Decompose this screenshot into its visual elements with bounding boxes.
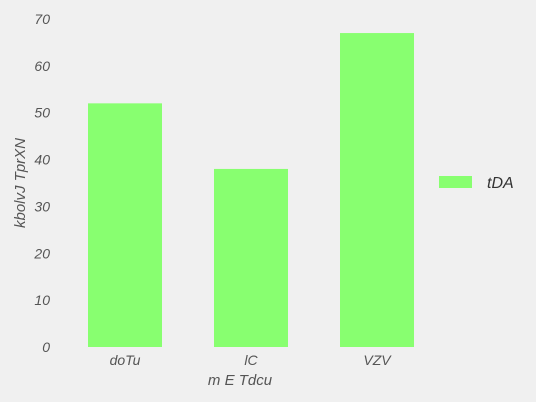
x-tick-label: lC [244, 352, 258, 368]
legend: tDA [439, 175, 514, 192]
y-axis-ticks: 0 10 20 30 40 50 60 70 [33, 11, 50, 355]
y-tick-label: 20 [33, 245, 50, 261]
y-tick-label: 50 [34, 105, 50, 121]
y-tick-label: 70 [34, 11, 50, 27]
bars [88, 33, 414, 348]
x-axis-ticks: doTu lC VZV [110, 352, 393, 368]
x-tick-label: doTu [110, 352, 141, 368]
y-tick-label: 30 [34, 198, 50, 214]
y-tick-label: 0 [42, 339, 50, 355]
legend-swatch [439, 176, 472, 188]
y-tick-label: 10 [34, 292, 50, 308]
x-tick-label: VZV [363, 352, 392, 368]
bar-vzv [340, 33, 414, 348]
legend-label-tda: tDA [487, 175, 514, 192]
y-axis-title: kbolvJ TprXN [12, 138, 29, 228]
bar-dotu [88, 103, 162, 347]
y-tick-label: 60 [34, 58, 50, 74]
y-tick-label: 40 [34, 152, 50, 168]
bar-lc [214, 168, 288, 347]
x-axis-title: m E Tdcu [208, 372, 273, 389]
